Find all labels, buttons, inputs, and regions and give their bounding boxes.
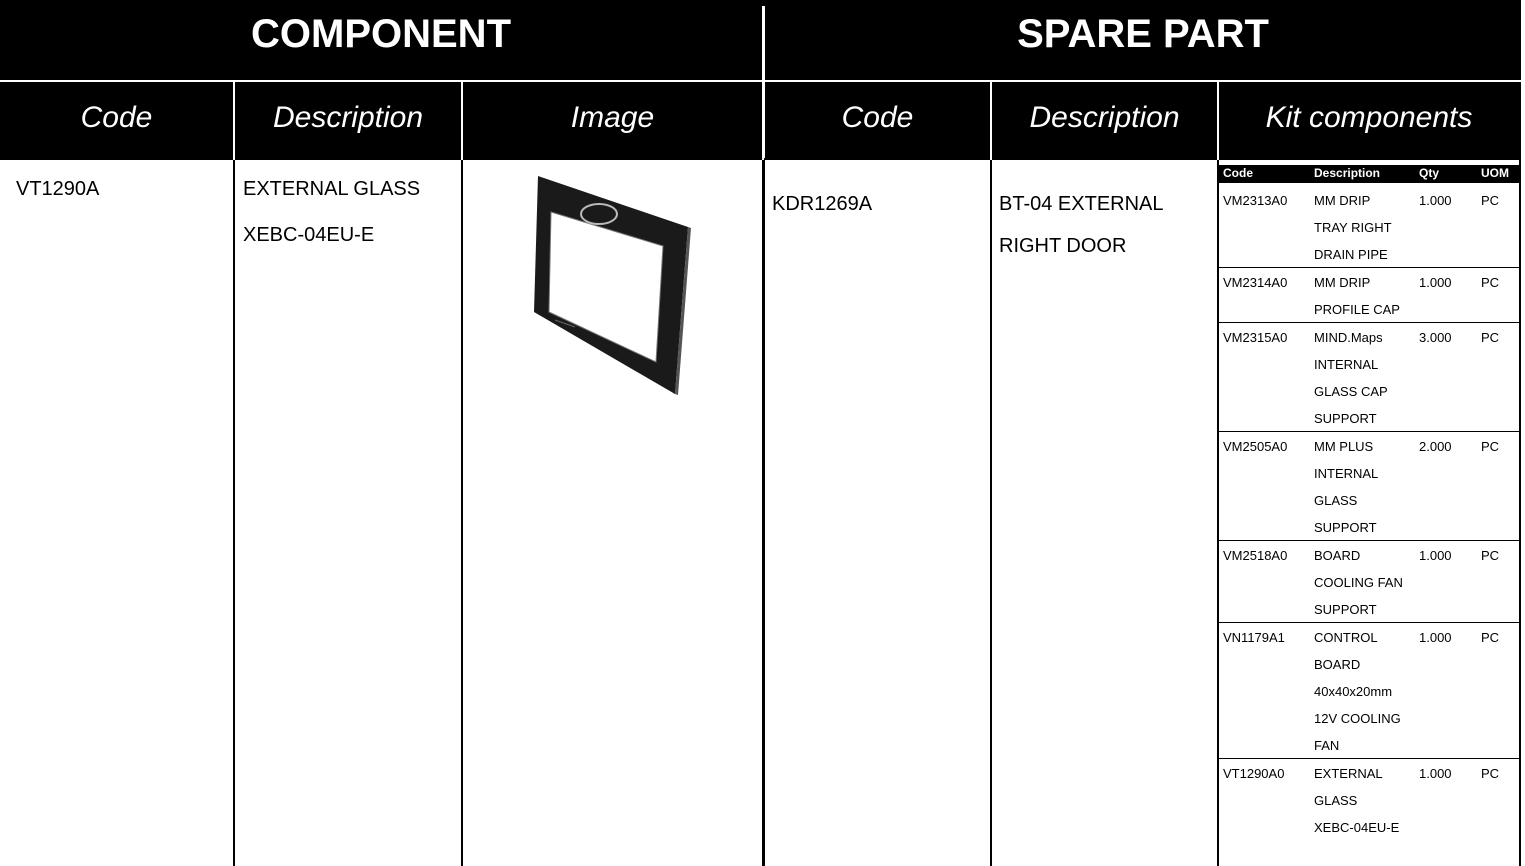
column-header: Kit components bbox=[1265, 101, 1473, 134]
cell-code: VT1290A bbox=[16, 178, 100, 200]
kit-row-divider bbox=[1219, 267, 1521, 268]
kit-uom: PC bbox=[1481, 548, 1500, 563]
kit-uom: PC bbox=[1481, 330, 1500, 345]
column-divider bbox=[990, 82, 992, 160]
kit-description: MM PLUS bbox=[1314, 439, 1374, 454]
kit-description: CONTROL bbox=[1314, 630, 1378, 645]
kit-qty: 1.000 bbox=[1419, 548, 1452, 563]
kit-qty: 3.000 bbox=[1419, 330, 1452, 345]
kit-qty: 1.000 bbox=[1419, 275, 1452, 290]
kit-code: VM2505A0 bbox=[1223, 439, 1288, 454]
kit-description: GLASS bbox=[1314, 793, 1358, 808]
kit-column-header: Code bbox=[1223, 166, 1253, 180]
column-divider bbox=[461, 82, 463, 160]
kit-description: 12V COOLING bbox=[1314, 711, 1401, 726]
kit-description: GLASS CAP bbox=[1314, 384, 1388, 399]
kit-description: MM DRIP bbox=[1314, 193, 1371, 208]
column-divider bbox=[1217, 82, 1219, 160]
kit-code: VM2315A0 bbox=[1223, 330, 1288, 345]
column-header: Code bbox=[841, 101, 914, 134]
cell-description: XEBC-04EU-E bbox=[243, 224, 375, 246]
column-header: Image bbox=[570, 101, 655, 134]
kit-uom: PC bbox=[1481, 439, 1500, 454]
margin bbox=[1521, 0, 1525, 866]
kit-description: FAN bbox=[1314, 738, 1340, 753]
kit-qty: 1.000 bbox=[1419, 193, 1452, 208]
cell-code: KDR1269A bbox=[772, 193, 873, 215]
kit-row-divider bbox=[1219, 758, 1521, 759]
kit-uom: PC bbox=[1481, 275, 1500, 290]
kit-description: SUPPORT bbox=[1314, 602, 1377, 617]
kit-qty: 1.000 bbox=[1419, 766, 1452, 781]
column-divider bbox=[1519, 160, 1521, 866]
cell-description: RIGHT DOOR bbox=[999, 235, 1127, 257]
column-divider bbox=[233, 82, 235, 160]
kit-description: 40x40x20mm bbox=[1314, 684, 1393, 699]
column-divider bbox=[233, 160, 235, 866]
kit-qty: 1.000 bbox=[1419, 630, 1452, 645]
kit-description: BOARD bbox=[1314, 548, 1361, 563]
kit-description: EXTERNAL bbox=[1314, 766, 1383, 781]
kit-column-header: Description bbox=[1314, 166, 1381, 180]
kit-code: VM2518A0 bbox=[1223, 548, 1288, 563]
kit-description: XEBC-04EU-E bbox=[1314, 820, 1400, 835]
kit-row-divider bbox=[1219, 322, 1521, 323]
kit-description: INTERNAL bbox=[1314, 466, 1379, 481]
kit-column-header: Qty bbox=[1419, 166, 1440, 180]
kit-description: PROFILE CAP bbox=[1314, 302, 1400, 317]
kit-uom: PC bbox=[1481, 630, 1500, 645]
kit-description: INTERNAL bbox=[1314, 357, 1379, 372]
kit-row-divider bbox=[1219, 431, 1521, 432]
kit-code: VT1290A0 bbox=[1223, 766, 1285, 781]
kit-description: SUPPORT bbox=[1314, 520, 1377, 535]
column-header: Code bbox=[80, 101, 153, 134]
column-divider bbox=[762, 82, 764, 160]
component-image bbox=[534, 176, 691, 395]
kit-description: COOLING FAN bbox=[1314, 575, 1403, 590]
section-title: SPARE PART bbox=[1017, 12, 1269, 56]
header-divider bbox=[0, 80, 1525, 82]
column-divider bbox=[990, 160, 992, 866]
kit-description: SUPPORT bbox=[1314, 411, 1377, 426]
kit-code: VN1179A1 bbox=[1223, 630, 1285, 645]
cell-description: EXTERNAL GLASS bbox=[243, 178, 421, 200]
column-header: Description bbox=[1029, 101, 1180, 134]
kit-description: BOARD bbox=[1314, 657, 1361, 672]
kit-code: VM2314A0 bbox=[1223, 275, 1288, 290]
kit-uom: PC bbox=[1481, 766, 1500, 781]
kit-qty: 2.000 bbox=[1419, 439, 1452, 454]
kit-row-divider bbox=[1219, 540, 1521, 541]
kit-description: TRAY RIGHT bbox=[1314, 220, 1392, 235]
column-header: Description bbox=[272, 101, 424, 134]
section-title: COMPONENT bbox=[251, 12, 511, 56]
kit-code: VM2313A0 bbox=[1223, 193, 1288, 208]
kit-row-divider bbox=[1219, 622, 1521, 623]
kit-description: GLASS bbox=[1314, 493, 1358, 508]
column-divider bbox=[1217, 160, 1219, 866]
cell-description: BT-04 EXTERNAL bbox=[999, 193, 1164, 215]
kit-description: MM DRIP bbox=[1314, 275, 1371, 290]
kit-description: DRAIN PIPE bbox=[1314, 247, 1388, 262]
kit-description: MIND.Maps bbox=[1314, 330, 1383, 345]
kit-header-background bbox=[1219, 165, 1521, 183]
column-divider bbox=[762, 160, 765, 866]
column-divider bbox=[461, 160, 463, 866]
kit-uom: PC bbox=[1481, 193, 1500, 208]
kit-column-header: UOM bbox=[1481, 166, 1509, 180]
